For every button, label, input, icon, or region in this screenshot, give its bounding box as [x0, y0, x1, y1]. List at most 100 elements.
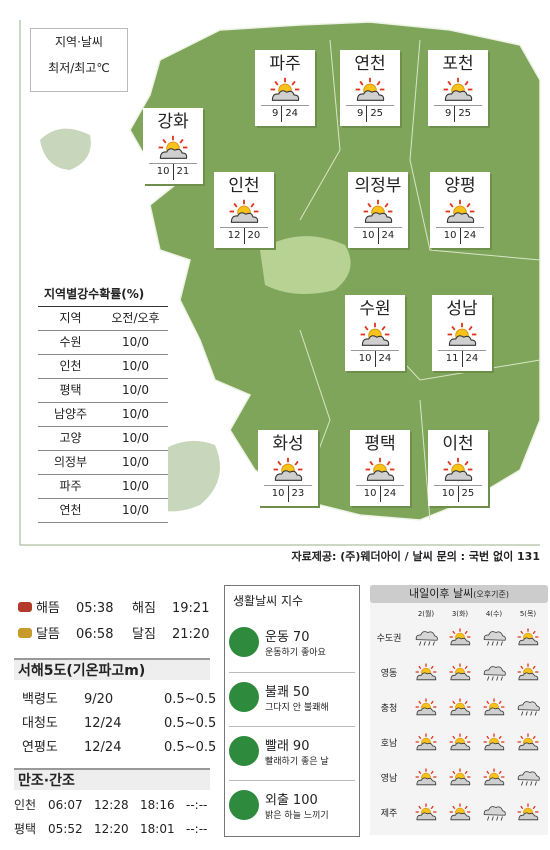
weather-icon — [226, 198, 262, 225]
life-head: 외출 100 — [265, 789, 329, 808]
weather-icon — [515, 802, 541, 822]
city-name: 파주 — [269, 54, 301, 74]
forecast-region: 수도권 — [376, 634, 402, 644]
tides-cell: --:-- — [186, 822, 208, 836]
weather-icon — [515, 732, 541, 752]
islands-cell: 0.5~0.5 — [164, 716, 217, 731]
seoul — [260, 236, 351, 294]
weather-icon — [362, 456, 398, 483]
life-icon — [229, 790, 259, 820]
city-tile: 화성 10 23 — [258, 430, 318, 506]
icon-shape — [444, 458, 473, 481]
temp-max: 24 — [463, 230, 477, 241]
city-name: 의정부 — [354, 176, 402, 196]
icon-shape — [450, 804, 471, 820]
weather-icon — [413, 662, 439, 682]
source: 자료제공: (주)웨더아이 / 날씨 문의 : 국번 없이 131 — [291, 550, 540, 563]
forecast-header: 내일이후 날씨(오후기준) — [370, 585, 548, 603]
temp-divider — [243, 228, 245, 244]
icon-shape — [356, 78, 385, 101]
set-label: 달짐 — [132, 627, 156, 642]
icon-shape — [518, 772, 539, 786]
temp-min: 10 — [443, 230, 457, 241]
icon-shape — [416, 699, 437, 715]
icon-shape — [416, 769, 437, 785]
weather-icon — [440, 456, 476, 483]
set-time: 21:20 — [172, 627, 210, 642]
life-text: 운동 70 운동하기 좋아요 — [265, 626, 326, 658]
precip-row: 파주 10/0 — [38, 475, 168, 499]
icon-shape — [484, 769, 505, 785]
forecast-region: 충청 — [380, 704, 398, 714]
temp-divider — [366, 106, 368, 122]
weather-icon — [352, 76, 388, 103]
precip-cell: 연천 — [59, 503, 82, 517]
weather-icon — [481, 662, 507, 682]
icon-shape — [159, 136, 188, 159]
temp-min: 10 — [361, 230, 375, 241]
icon-shape — [450, 699, 471, 715]
precip-cell: 10/0 — [122, 479, 149, 493]
islands-row: 백령도 9/20 0.5~0.5 — [22, 688, 244, 707]
icon-shape — [416, 664, 437, 680]
temp-divider — [454, 106, 456, 122]
city-tile: 성남 11 24 — [432, 295, 492, 371]
life-index: 생활날씨 지수 운동 70 운동하기 좋아요 불쾌 50 그다지 안 불쾌해 빨래 90 빨래하… — [224, 585, 360, 837]
icon-shape — [271, 78, 300, 101]
city-tile: 평택 10 24 — [350, 430, 410, 506]
islands-cell: 백령도 — [22, 692, 58, 707]
tides-cell: 평택 — [14, 822, 37, 836]
temp-max: 20 — [247, 230, 261, 241]
icon-shape — [416, 734, 437, 750]
temp-max: 24 — [383, 488, 397, 499]
icon-shape — [484, 632, 505, 646]
icon-shape — [484, 807, 505, 821]
temp-min: 10 — [363, 488, 377, 499]
icon-shape — [448, 323, 477, 346]
forecast-region: 영남 — [380, 774, 398, 784]
precip-row: 고양 10/0 — [38, 427, 168, 451]
city-temp: 10 25 — [434, 485, 482, 502]
weather-icon — [442, 198, 478, 225]
city-name: 인천 — [228, 176, 260, 196]
life-icon — [229, 627, 259, 657]
islands-cell: 0.5~0.5 — [164, 692, 217, 707]
life-name: 불쾌 — [265, 685, 289, 700]
weather-icon — [515, 767, 541, 787]
precip-cell: 10/0 — [122, 455, 149, 469]
life-item: 빨래 90 빨래하기 좋은 날 — [229, 726, 355, 775]
precip-cell: 10/0 — [122, 335, 149, 349]
precip-cell: 고양 — [59, 431, 82, 445]
sun-moon-row: 달뜸 06:58 달짐 21:20 — [18, 623, 209, 642]
city-temp: 9 24 — [261, 105, 309, 122]
icon-shape — [364, 200, 393, 223]
forecast-title: 내일이후 날씨 — [409, 587, 474, 600]
sun-moon-icon — [18, 628, 32, 638]
city-name: 이천 — [442, 434, 474, 454]
temp-divider — [459, 228, 461, 244]
weather-icon — [515, 662, 541, 682]
life-item: 운동 70 운동하기 좋아요 — [229, 618, 355, 666]
weather-icon — [440, 76, 476, 103]
legend-line: 최저/최고℃ — [48, 61, 110, 75]
tides-cell: 12:28 — [94, 798, 129, 812]
frame — [19, 20, 540, 546]
weather-icon — [413, 767, 439, 787]
weather-icon — [481, 627, 507, 647]
life-head: 운동 70 — [265, 626, 326, 645]
icon-shape — [518, 734, 539, 750]
forecast-day: 2(월) — [417, 610, 435, 618]
life-name: 외출 — [265, 793, 289, 808]
forecast: 내일이후 날씨(오후기준) 2(월) 3(화) 4(수) 5(목) 수도권 영동 충청 호남 영… — [370, 585, 548, 835]
city-name: 연천 — [354, 54, 386, 74]
icon-shape — [450, 734, 471, 750]
temp-divider — [287, 486, 289, 502]
temp-divider — [377, 228, 379, 244]
weather-icon — [444, 321, 480, 348]
city-name: 강화 — [157, 112, 189, 132]
tides-row: 인천 06:07 12:28 18:16 --:-- — [14, 796, 226, 813]
city-temp: 9 25 — [434, 105, 482, 122]
rise-time: 05:38 — [76, 601, 114, 616]
weather-icon — [447, 732, 473, 752]
